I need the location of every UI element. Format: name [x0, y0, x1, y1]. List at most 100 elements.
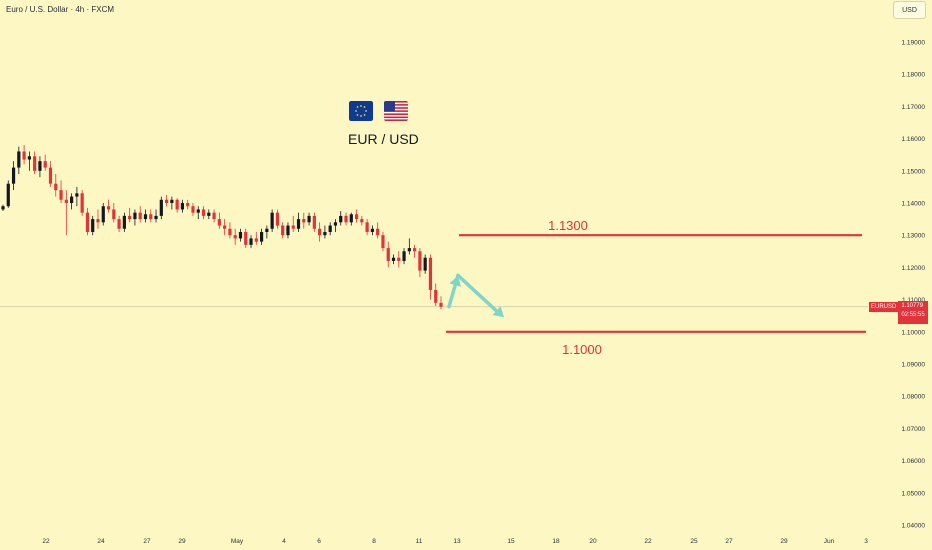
candle-body — [91, 219, 95, 232]
candle-body — [101, 206, 105, 223]
y-tick-label: 1.08000 — [902, 394, 926, 401]
x-tick-label: 27 — [143, 538, 151, 545]
y-tick-label: 1.14000 — [902, 201, 926, 208]
x-tick-label: 27 — [725, 538, 733, 545]
candle-body — [402, 251, 406, 261]
currency-selector[interactable]: USD — [893, 1, 926, 19]
arrowhead — [492, 306, 504, 318]
candle — [143, 209, 148, 223]
candle — [112, 203, 116, 223]
candle — [323, 225, 327, 239]
price-levels: 1.1300 1.1000 — [446, 218, 866, 357]
candle-body — [128, 215, 132, 220]
candle — [117, 215, 121, 232]
candle-body — [254, 238, 258, 242]
y-tick-label: 1.10000 — [902, 329, 926, 336]
candle — [360, 215, 364, 226]
candle-body — [381, 235, 385, 249]
candle-body — [27, 156, 31, 160]
y-tick-label: 1.11000 — [902, 297, 925, 304]
x-tick-label: 24 — [97, 538, 105, 545]
y-tick-label: 1.13000 — [902, 233, 926, 240]
candle — [180, 199, 185, 213]
candle-body — [85, 212, 90, 232]
candle — [249, 235, 253, 249]
candle-body — [328, 225, 332, 232]
candle-body — [418, 251, 422, 271]
price-axis[interactable]: 1.19000 1.18000 1.17000 1.16000 1.15000 1.140… — [902, 40, 926, 530]
candle — [159, 196, 163, 220]
candle-body — [207, 212, 211, 216]
candle-body — [48, 167, 53, 184]
candle — [376, 222, 380, 239]
candle — [17, 146, 21, 175]
price-tag-symbol: EURUSD — [869, 302, 899, 312]
candle — [370, 225, 374, 236]
candle — [106, 199, 111, 213]
current-price-tag: EURUSD 1.10779 02:55:55 — [869, 301, 928, 324]
time-axis[interactable]: 22 24 27 29 May 4 6 8 11 13 15 18 20 22 25 27 29 Jun 3 — [0, 306, 868, 545]
candle — [122, 212, 126, 232]
candle — [318, 222, 322, 242]
y-tick-label: 1.19000 — [902, 40, 926, 47]
candle-body — [407, 248, 411, 252]
level-label: 1.1000 — [562, 342, 602, 357]
candle-body — [344, 215, 348, 223]
y-tick-label: 1.12000 — [902, 265, 926, 272]
candle-body — [386, 248, 390, 261]
candle — [48, 161, 53, 187]
candle — [402, 248, 406, 265]
candle-body — [149, 214, 153, 220]
candle-body — [180, 203, 185, 210]
candle-body — [312, 215, 316, 229]
y-tick-label: 1.07000 — [902, 426, 926, 433]
candle-body — [439, 302, 443, 307]
arrow-segment — [456, 273, 500, 315]
candle — [333, 219, 338, 232]
candle-body — [133, 212, 137, 220]
candle — [223, 219, 227, 236]
candle-body — [397, 257, 401, 261]
candle — [154, 209, 158, 223]
y-tick-label: 1.06000 — [902, 458, 926, 465]
candle — [128, 207, 132, 223]
candle — [64, 190, 68, 236]
candle-body — [64, 199, 68, 203]
x-tick-label: 22 — [644, 538, 652, 545]
candle — [391, 254, 396, 265]
x-tick-label: 25 — [690, 538, 698, 545]
candle-body — [307, 215, 311, 223]
x-tick-label: 22 — [42, 538, 50, 545]
candle-body — [286, 225, 290, 236]
x-tick-label: 15 — [507, 538, 515, 545]
candle — [101, 203, 105, 226]
candle-body — [59, 190, 63, 200]
candle-body — [423, 257, 427, 271]
candle — [70, 193, 74, 210]
candle — [217, 212, 221, 229]
candle-body — [434, 289, 438, 303]
candle — [75, 186, 79, 207]
candle — [265, 225, 269, 239]
candle — [164, 194, 169, 207]
candle — [386, 241, 390, 268]
candle — [354, 209, 359, 223]
candle — [96, 209, 100, 229]
candle-body — [333, 222, 338, 226]
candle-body — [270, 212, 274, 229]
x-tick-label: 20 — [589, 538, 597, 545]
candle-body — [428, 257, 433, 290]
arrowhead — [449, 275, 461, 287]
candle-body — [223, 225, 227, 229]
candle-body — [275, 212, 280, 226]
candle — [6, 180, 10, 208]
candle — [365, 219, 369, 236]
candle — [43, 154, 47, 171]
candle-body — [244, 231, 248, 245]
candle — [296, 212, 301, 232]
candle — [270, 209, 274, 232]
candle-body — [212, 212, 216, 220]
candle-body — [1, 206, 5, 210]
